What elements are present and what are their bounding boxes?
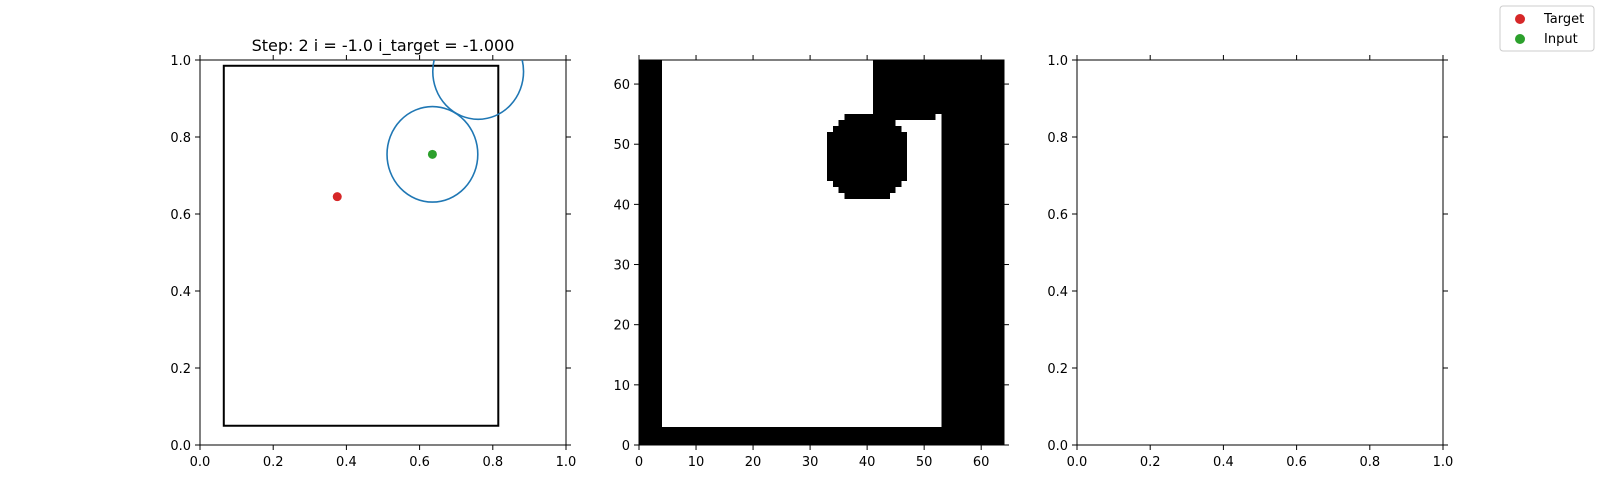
panel0-plot-area bbox=[332, 60, 525, 203]
occupied-region-4 bbox=[872, 60, 1004, 115]
range-circle-2 bbox=[431, 60, 525, 121]
panel0-ytick-label: 0.2 bbox=[170, 362, 191, 377]
obstacle-blob-row bbox=[827, 144, 908, 151]
panel0-xtick-label: 0.8 bbox=[482, 455, 503, 470]
panel1-ytick-label: 30 bbox=[613, 259, 630, 274]
panel0-xtick-label: 0.4 bbox=[336, 455, 357, 470]
obstacle-blob-row bbox=[844, 192, 890, 199]
point-input bbox=[427, 149, 437, 159]
panel2-xtick-label: 0.8 bbox=[1359, 455, 1380, 470]
occupied-region-5 bbox=[878, 114, 936, 121]
panel2-ytick-label: 0.0 bbox=[1047, 439, 1068, 454]
obstacle-blob-row bbox=[838, 120, 896, 127]
panel-empty-right: 0.0 0.2 0.4 0.6 0.8 1.0 0.0 0.2 0.4 0.6 0.8 1.0 bbox=[1047, 54, 1453, 470]
obstacle-blob-row bbox=[827, 174, 908, 181]
occupied-region-1 bbox=[639, 60, 662, 445]
panel1-ytick-label: 50 bbox=[613, 138, 630, 153]
panel0-xtick-label: 1.0 bbox=[556, 455, 577, 470]
range-circle-1 bbox=[386, 105, 479, 203]
panel1-xtick-label: 30 bbox=[802, 455, 819, 470]
panel0-background bbox=[200, 60, 566, 445]
panel1-xtick-label: 10 bbox=[688, 455, 705, 470]
chart-title: Step: 2 i = -1.0 i_target = -1.000 bbox=[252, 36, 515, 56]
obstacle-blob-row bbox=[827, 150, 908, 157]
panel2-xtick-label: 0.0 bbox=[1067, 455, 1088, 470]
panel0-xtick-label: 0.0 bbox=[190, 455, 211, 470]
panel1-xtick-label: 50 bbox=[916, 455, 933, 470]
obstacle-blob-row bbox=[838, 186, 896, 193]
panel2-ytick-label: 0.4 bbox=[1047, 285, 1068, 300]
obstacle-blob-row bbox=[827, 168, 908, 175]
obstacle-blob-row bbox=[827, 138, 908, 145]
panel2-xtick-label: 0.4 bbox=[1213, 455, 1234, 470]
panel0-ytick-label: 0.0 bbox=[170, 439, 191, 454]
panel2-xtick-label: 1.0 bbox=[1433, 455, 1454, 470]
panel1-ytick-label: 10 bbox=[613, 379, 630, 394]
boundary-rectangle bbox=[222, 64, 500, 427]
legend-marker-input bbox=[1515, 34, 1525, 44]
obstacle-blob-row bbox=[832, 126, 902, 133]
legend: Target Input bbox=[1499, 5, 1595, 52]
panel2-ytick-label: 1.0 bbox=[1047, 54, 1068, 69]
obstacle-blob-row bbox=[832, 180, 902, 187]
panel-scatter-left: 0.0 0.2 0.4 0.6 0.8 1.0 0.0 0.2 0.4 0.6 0.8 1.0 Step… bbox=[170, 36, 577, 470]
panel2-xtick-label: 0.2 bbox=[1140, 455, 1161, 470]
panel0-ytick-label: 1.0 bbox=[170, 54, 191, 69]
panel2-ytick-label: 0.8 bbox=[1047, 131, 1068, 146]
panel0-xtick-label: 0.2 bbox=[263, 455, 284, 470]
legend-label-input: Input bbox=[1544, 32, 1578, 47]
occupied-region-3 bbox=[941, 60, 1004, 445]
panel1-ytick-label: 20 bbox=[613, 319, 630, 334]
panel2-background bbox=[1077, 60, 1443, 445]
legend-marker-target bbox=[1515, 14, 1525, 24]
obstacle-blob-row bbox=[844, 114, 890, 121]
panel2-ytick-label: 0.6 bbox=[1047, 208, 1068, 223]
panel2-xtick-label: 0.6 bbox=[1286, 455, 1307, 470]
panel1-ytick-label: 40 bbox=[613, 198, 630, 213]
point-target bbox=[332, 192, 342, 202]
panel2-ytick-label: 0.2 bbox=[1047, 362, 1068, 377]
panel1-xtick-label: 0 bbox=[635, 455, 643, 470]
panel1-ytick-label: 60 bbox=[613, 78, 630, 93]
panel2-axes-frame bbox=[1076, 59, 1444, 446]
obstacle-blob-row bbox=[827, 162, 908, 169]
panel0-ytick-label: 0.8 bbox=[170, 131, 191, 146]
panel0-xtick-label: 0.6 bbox=[409, 455, 430, 470]
panel0-axes-frame bbox=[199, 59, 567, 446]
panel1-xtick-label: 40 bbox=[859, 455, 876, 470]
panel0-ytick-label: 0.6 bbox=[170, 208, 191, 223]
panel-occupancy-grid: 0 10 20 30 40 50 60 0 10 20 30 40 50 60 bbox=[613, 55, 1009, 470]
occupied-region-2 bbox=[639, 426, 1004, 445]
panel1-axes-frame bbox=[638, 59, 1005, 446]
obstacle-blob-row bbox=[827, 156, 908, 163]
legend-label-target: Target bbox=[1543, 12, 1584, 27]
panel0-ytick-label: 0.4 bbox=[170, 285, 191, 300]
panel1-xtick-label: 60 bbox=[973, 455, 990, 470]
panel1-ytick-label: 0 bbox=[622, 439, 630, 454]
obstacle-blob-row bbox=[827, 132, 908, 139]
panel1-xtick-label: 20 bbox=[745, 455, 762, 470]
